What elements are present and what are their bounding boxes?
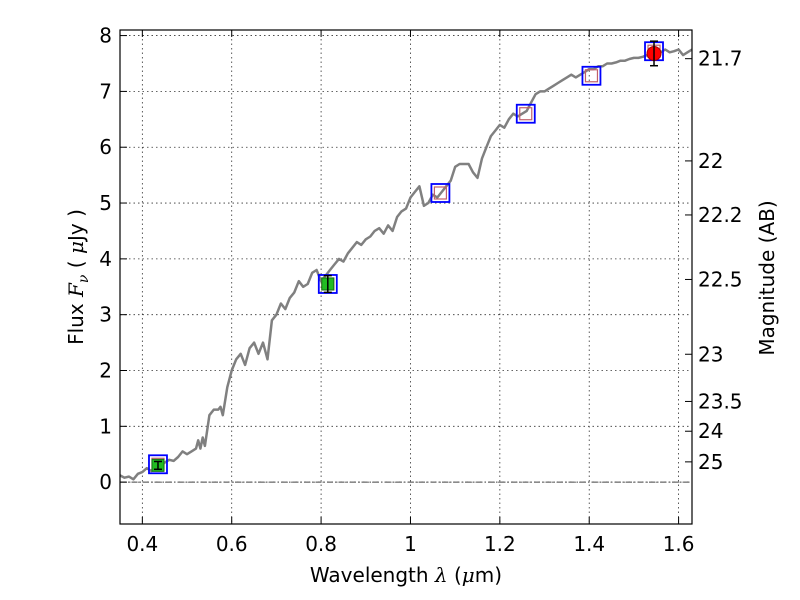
magnitude-tick-label: 22.5	[698, 267, 743, 291]
x-tick-label: 0.8	[305, 532, 337, 556]
x-tick-label: 1.4	[573, 532, 605, 556]
model-photometry-inner-box	[584, 69, 599, 83]
model-photometry-inner-box	[433, 186, 448, 200]
model-spectrum-line	[119, 48, 693, 481]
y-tick-label: 3	[99, 303, 112, 327]
magnitude-axis-label: Magnitude (AB)	[755, 200, 779, 355]
x-tick-label: 0.6	[216, 532, 248, 556]
magnitude-tick-label: 25	[698, 450, 723, 474]
model-spectrum-layer	[119, 48, 693, 481]
y-tick-label: 8	[99, 24, 112, 48]
magnitude-tick-label: 22	[698, 149, 723, 173]
y-tick-label: 6	[99, 135, 112, 159]
x-tick-label: 0.4	[126, 532, 158, 556]
observed-photometry-layer	[151, 40, 662, 472]
magnitude-tick-label: 23.5	[698, 389, 743, 413]
y-tick-label: 2	[99, 358, 112, 382]
model-photometry-box	[148, 454, 168, 475]
y-tick-label: 4	[99, 247, 112, 271]
axis-ticks: 0.4 0.6 0.8 1 1.2 1.4 1.601234567821.72222.222…	[99, 24, 742, 556]
y-axis-label: Flux Fν ( μJy )	[64, 209, 92, 345]
y-tick-label: 1	[99, 414, 112, 438]
x-tick-label: 1.6	[663, 532, 695, 556]
magnitude-tick-label: 22.2	[698, 203, 743, 227]
magnitude-tick-label: 21.7	[698, 47, 743, 71]
model-photometry-box	[430, 183, 451, 203]
plot-frame	[119, 29, 693, 525]
model-photometry-box	[515, 103, 536, 124]
model-photometry-inner-box	[519, 107, 533, 121]
magnitude-tick-label: 24	[698, 419, 723, 443]
magnitude-tick-label: 23	[698, 342, 723, 366]
y-tick-label: 7	[99, 79, 112, 103]
y-tick-label: 5	[99, 191, 112, 215]
x-tick-label: 1.2	[484, 532, 516, 556]
x-tick-label: 1	[404, 532, 417, 556]
model-photometry-box	[581, 65, 602, 86]
y-tick-label: 0	[99, 470, 112, 494]
x-axis-label: Wavelength λ (μm)	[310, 563, 502, 587]
